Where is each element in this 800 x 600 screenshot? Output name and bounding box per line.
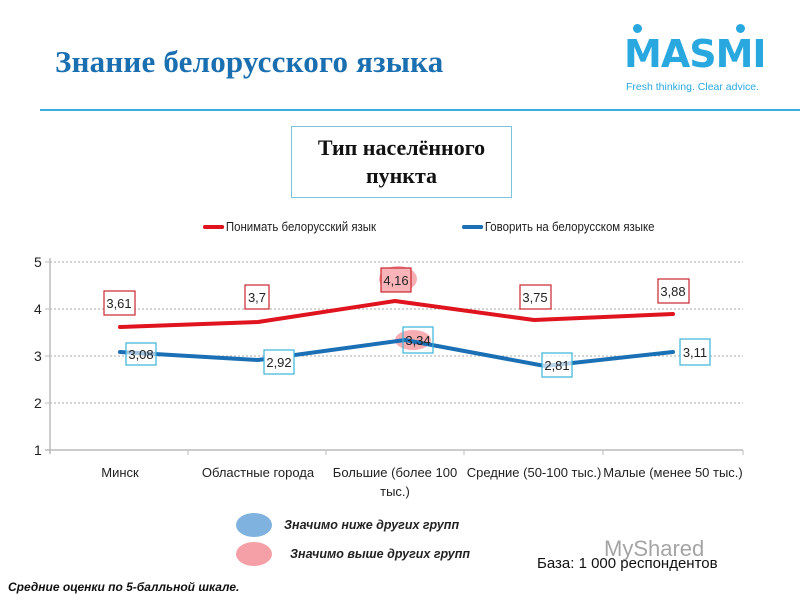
label-understand-regional: 3,7 <box>248 290 266 305</box>
significance-lower-label: Значимо ниже других групп <box>284 518 460 532</box>
y-tick-5: 5 <box>34 254 42 270</box>
logo-dot-right <box>736 24 745 33</box>
x-category-labels: Минск Областные города Большие (более 10… <box>101 465 743 499</box>
pink-ellipse-icon <box>236 542 272 566</box>
label-speak-regional: 2,92 <box>266 355 291 370</box>
data-labels-understand: 3,61 3,7 4,16 3,75 3,88 <box>103 267 690 316</box>
label-speak-large: 3,34 <box>405 333 430 348</box>
y-ticks <box>45 261 744 455</box>
category-large-line1: Большие (более 100 <box>333 465 457 480</box>
masmi-logo: MASMI Fresh thinking. Clear advice. <box>624 22 774 102</box>
page-title: Знание белорусского языка <box>55 44 444 79</box>
label-speak-minsk: 3,08 <box>128 347 153 362</box>
legend-label-understand: Понимать белорусский язык <box>225 219 377 234</box>
series-line-understand <box>118 299 675 329</box>
category-medium: Средние (50-100 тыс.) <box>467 465 602 480</box>
legend-item-speak: Говорить на белорусском языке <box>462 219 655 234</box>
logo-dot-left <box>633 24 642 33</box>
watermark: MyShared <box>604 536 705 561</box>
series-line-speak <box>118 338 675 368</box>
category-regional: Областные города <box>202 465 315 480</box>
label-understand-minsk: 3,61 <box>106 296 131 311</box>
category-large-line2: тыс.) <box>380 484 410 499</box>
chart-subtitle-box: Тип населённого пункта <box>291 126 512 198</box>
significance-higher-label: Значимо выше других групп <box>290 547 471 561</box>
y-tick-labels: 5 4 3 2 1 <box>34 254 42 458</box>
sample-base-note: База: 1 000 респондентов <box>537 555 718 572</box>
y-tick-2: 2 <box>34 395 42 411</box>
label-understand-small: 3,88 <box>660 284 685 299</box>
label-speak-medium: 2,81 <box>544 358 569 373</box>
blue-ellipse-icon <box>236 513 272 537</box>
significance-legend-higher: Значимо выше других групп <box>236 542 470 566</box>
subtitle-line-2: пункта <box>365 163 438 188</box>
title-divider <box>40 109 800 111</box>
red-line-swatch-icon <box>203 224 225 229</box>
label-speak-small: 3,11 <box>683 345 707 360</box>
logo-wordmark: MASMI <box>624 32 767 76</box>
y-tick-1: 1 <box>34 442 42 458</box>
label-understand-medium: 3,75 <box>522 290 547 305</box>
blue-line-swatch-icon <box>462 224 484 229</box>
legend-label-speak: Говорить на белорусском языке <box>484 219 655 234</box>
subtitle-line-1: Тип населённого <box>317 135 486 160</box>
category-minsk: Минск <box>101 465 139 480</box>
significance-legend-lower: Значимо ниже других групп <box>236 513 459 537</box>
scale-footnote: Средние оценки по 5-балльной шкале. <box>8 580 240 594</box>
y-tick-3: 3 <box>34 348 42 364</box>
logo-tagline: Fresh thinking. Clear advice. <box>626 81 760 93</box>
label-understand-large: 4,16 <box>383 273 408 288</box>
data-labels-speak: 3,08 2,92 3,34 2,81 3,11 <box>125 326 711 378</box>
legend-item-understand: Понимать белорусский язык <box>203 219 376 234</box>
y-tick-4: 4 <box>34 301 42 317</box>
category-small: Малые (менее 50 тыс.) <box>603 465 743 480</box>
